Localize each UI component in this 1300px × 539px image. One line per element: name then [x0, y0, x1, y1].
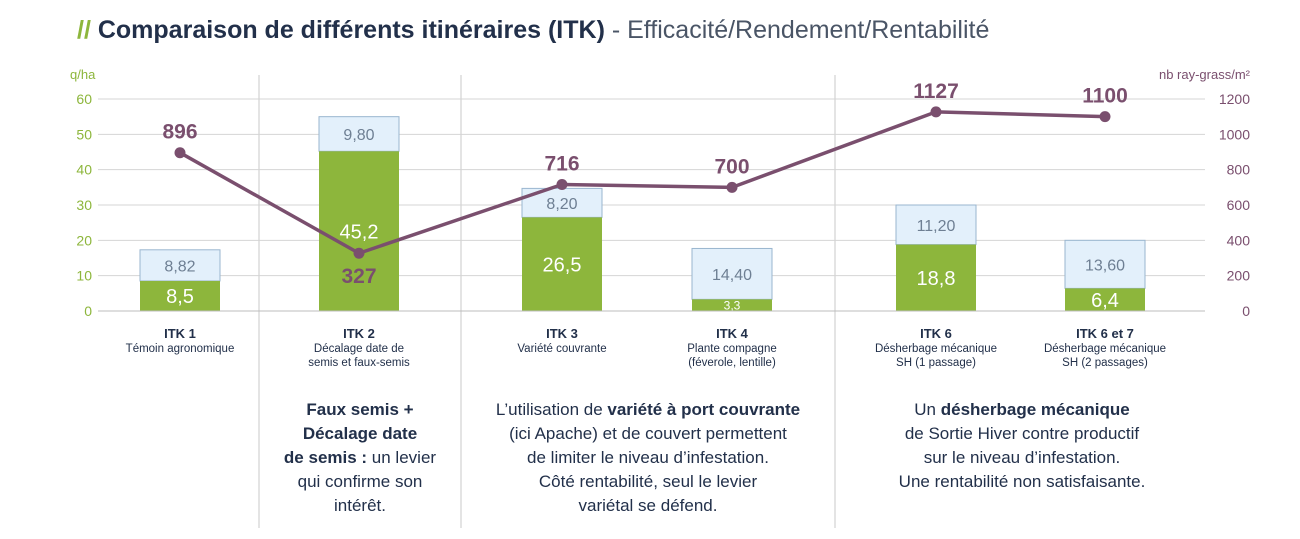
note-text: de Sortie Hiver contre productif [904, 424, 1140, 443]
ray-grass-point [353, 247, 365, 259]
bar-bottom-segment [140, 280, 220, 311]
category-description: Désherbage mécanique [874, 343, 998, 355]
category-description: semis et faux-semis [308, 357, 410, 369]
bar-bottom-value-label: 26,5 [543, 254, 582, 276]
ray-grass-point [1099, 111, 1111, 123]
note-2: L’utilisation de variété à port couvrant… [463, 398, 833, 518]
note-bold-text: Faux semis + [306, 400, 414, 419]
y-right-tick-label: 1200 [1219, 91, 1250, 107]
category-label: ITK 2 Décalage date de semis et faux-semis [308, 327, 410, 370]
bar-top-segment [318, 116, 400, 152]
y-right-tick-label: 200 [1227, 268, 1251, 284]
y-left-axis-label: q/ha [70, 67, 96, 82]
title-subtitle: - Efficacité/Rendement/Rentabilité [611, 16, 990, 44]
bar-bottom-segment [319, 151, 399, 311]
bar-top-value-label: 8,82 [164, 258, 195, 275]
bar-top-value-label: 13,60 [1085, 257, 1125, 274]
bar-bottom-segment [692, 299, 772, 311]
y-right-axis-label: nb ray-grass/m² [1159, 67, 1251, 82]
bar-top-segment [691, 247, 773, 300]
y-right-tick-label: 400 [1227, 232, 1251, 248]
ray-grass-line [179, 110, 1106, 255]
note-text: Côté rentabilité, seul le levier [538, 472, 758, 491]
note-bold-text: variété à port couvrante [607, 400, 801, 419]
ray-grass-point-label: 716 [544, 153, 579, 176]
category-description: SH (1 passage) [896, 357, 976, 369]
chart-title: // Comparaison de différents itinéraires… [77, 16, 989, 45]
y-left-tick-label: 50 [76, 126, 92, 142]
note-text: Un [914, 400, 941, 419]
bar-top-segment [895, 204, 977, 246]
ray-grass-point-label: 700 [714, 155, 749, 178]
category-name: ITK 1 [164, 326, 196, 341]
ray-grass-point-label: 327 [341, 265, 376, 288]
bar-top-value-label: 8,20 [546, 196, 577, 213]
ray-grass-point [556, 179, 568, 191]
y-left-tick-label: 30 [76, 197, 92, 213]
bar-top-value-label: 14,40 [712, 267, 752, 284]
category-label: ITK 6 Désherbage mécanique SH (1 passage) [875, 327, 997, 370]
category-description: Désherbage mécanique [1043, 343, 1167, 355]
bar-bottom-value-label: 18,8 [917, 268, 956, 290]
category-label: ITK 4 Plante compagne (féverole, lentille) [687, 327, 777, 370]
note-text: qui confirme son [297, 472, 423, 491]
note-bold-text: de semis : [283, 448, 368, 467]
note-text: intérêt. [334, 496, 386, 515]
category-description: Témoin agronomique [125, 343, 235, 355]
category-name: ITK 2 [343, 326, 375, 341]
ray-grass-point-label: 1127 [913, 80, 959, 103]
y-left-tick-label: 10 [76, 268, 92, 284]
bar-bottom-segment [1065, 288, 1145, 311]
y-right-tick-label: 1000 [1219, 126, 1250, 142]
y-right-tick-label: 800 [1227, 162, 1251, 178]
y-left-tick-label: 40 [76, 162, 92, 178]
note-3: Un désherbage mécanique de Sortie Hiver c… [837, 398, 1207, 494]
bar-top-value-label: 11,20 [917, 218, 956, 235]
bar-bottom-value-label: 45,2 [340, 221, 379, 243]
note-text: Une rentabilité non satisfaisante. [898, 472, 1146, 491]
title-slash: // [77, 16, 91, 44]
ray-grass-point-label: 896 [162, 121, 197, 144]
y-left-tick-label: 60 [76, 91, 92, 107]
ray-grass-point [174, 147, 186, 159]
y-left-tick-label: 0 [84, 303, 92, 319]
bar-bottom-segment [522, 217, 602, 311]
note-text: (ici Apache) et de couvert permettent [509, 424, 787, 443]
category-label: ITK 1 Témoin agronomique [126, 327, 235, 356]
note-text: sur le niveau d’infestation. [923, 448, 1121, 467]
category-description: (féverole, lentille) [688, 357, 776, 369]
y-right-tick-label: 0 [1242, 303, 1250, 319]
bar-bottom-segment [896, 244, 976, 311]
category-description: Variété couvrante [517, 343, 607, 355]
bar-bottom-value-label: 6,4 [1091, 290, 1119, 312]
ray-grass-point [726, 181, 738, 193]
ray-grass-point [930, 106, 942, 118]
category-label: ITK 6 et 7 Désherbage mécanique SH (2 pass… [1044, 327, 1166, 370]
bar-top-segment [1064, 239, 1146, 289]
y-right-tick-label: 600 [1227, 197, 1251, 213]
note-text: variétal se défend. [578, 496, 718, 515]
bar-bottom-value-label: 3,3 [724, 298, 741, 312]
category-name: ITK 4 [716, 326, 748, 341]
category-name: ITK 6 [920, 326, 952, 341]
note-text: de limiter le niveau d’infestation. [527, 448, 769, 467]
y-left-tick-label: 20 [76, 232, 92, 248]
note-bold-text: désherbage mécanique [940, 400, 1130, 419]
title-main: Comparaison de différents itinéraires (I… [97, 16, 605, 44]
note-text: un levier [367, 448, 437, 467]
category-description: SH (2 passages) [1062, 357, 1148, 369]
category-name: ITK 6 et 7 [1076, 326, 1134, 341]
category-label: ITK 3 Variété couvrante [517, 327, 606, 356]
note-bold-text: Décalage date [302, 424, 418, 443]
category-description: Décalage date de [313, 343, 405, 355]
note-text: L’utilisation de [495, 400, 608, 419]
category-name: ITK 3 [546, 326, 578, 341]
bar-top-value-label: 9,80 [343, 127, 374, 144]
bar-bottom-value-label: 8,5 [166, 286, 194, 308]
note-1: Faux semis + Décalage date de semis : un l… [262, 398, 458, 518]
ray-grass-point-label: 1100 [1082, 85, 1128, 108]
category-description: Plante compagne [687, 343, 777, 355]
